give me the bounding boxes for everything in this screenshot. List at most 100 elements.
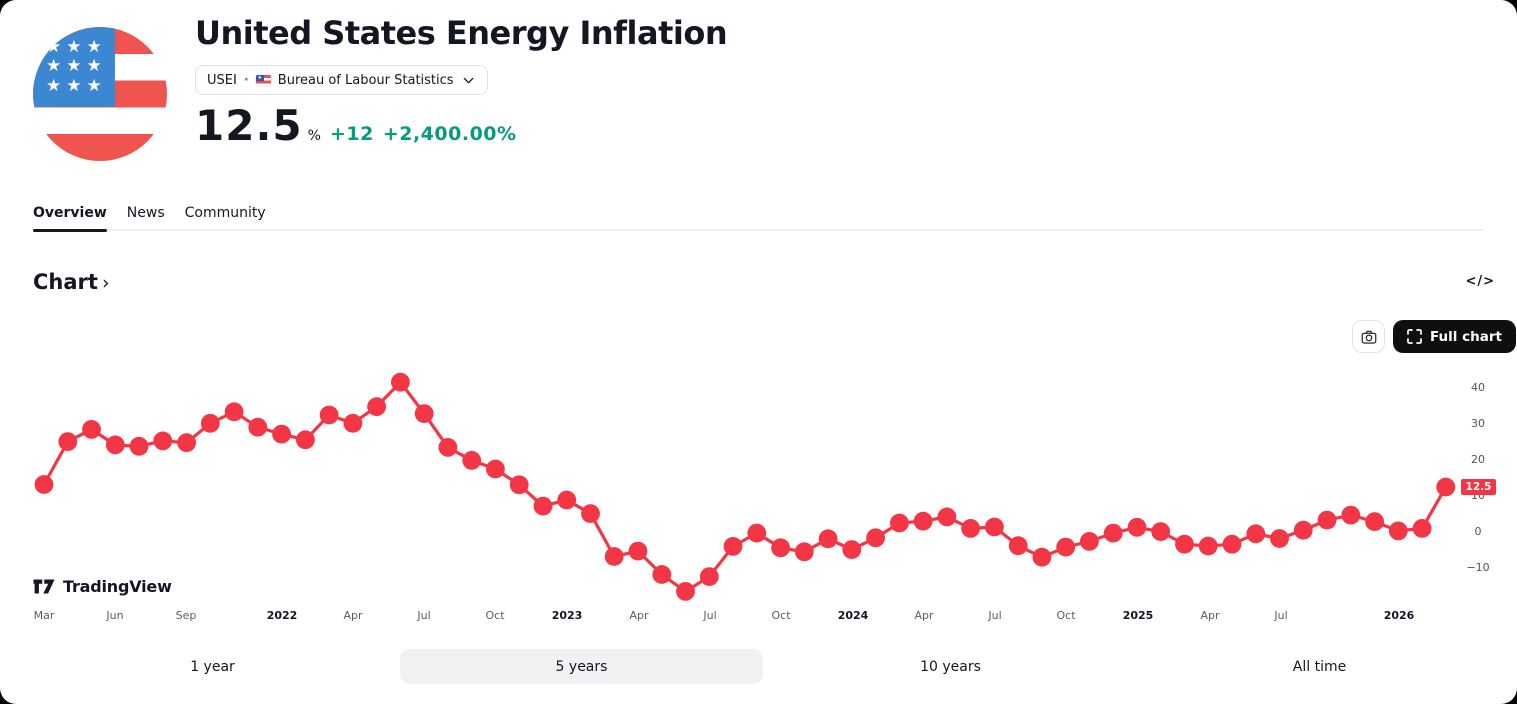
- last-value-badge: 12.5: [1461, 479, 1496, 495]
- range-1-year[interactable]: 1 year: [190, 658, 235, 675]
- data-point: [391, 372, 410, 392]
- data-point: [367, 397, 386, 417]
- data-point: [438, 438, 458, 457]
- range-5-years[interactable]: 5 years: [400, 649, 763, 684]
- symbol-label: USEI: [207, 72, 237, 88]
- data-point: [866, 528, 885, 548]
- data-point: [985, 517, 1004, 537]
- change-percent: +2,400.00%: [382, 123, 517, 145]
- current-value-row: 12.5 % +12 +2,400.00%: [195, 101, 517, 150]
- tab-community[interactable]: Community: [184, 205, 266, 221]
- chevron-down-icon: [463, 77, 473, 83]
- fullscreen-icon: [1407, 329, 1422, 344]
- data-point: [557, 490, 577, 510]
- y-axis-label: −10: [1466, 561, 1490, 574]
- snapshot-button[interactable]: [1352, 320, 1385, 353]
- data-point: [676, 582, 695, 601]
- x-axis-label: 2023: [551, 609, 583, 622]
- tradingview-logo-icon: [33, 579, 55, 594]
- tab-news[interactable]: News: [126, 205, 165, 221]
- y-axis-label: 20: [1471, 453, 1485, 466]
- data-point: [272, 424, 291, 444]
- x-axis-label: Jul: [1274, 609, 1288, 622]
- data-point: [604, 547, 624, 566]
- chart-section-link[interactable]: Chart ›: [33, 270, 110, 294]
- x-axis-label: 2026: [1383, 609, 1415, 622]
- data-point: [1317, 510, 1337, 530]
- data-point: [1436, 477, 1456, 497]
- range-selector: 1 year 5 years 10 years All time: [31, 649, 1501, 684]
- x-axis-label: Apr: [343, 609, 363, 622]
- us-flag-avatar: ★★★ ★★★ ★★★: [33, 27, 167, 161]
- data-point: [913, 511, 933, 531]
- data-point: [1412, 519, 1432, 538]
- data-point: [937, 507, 957, 527]
- data-point: [343, 413, 363, 433]
- data-point: [1365, 512, 1384, 531]
- data-point: [1198, 536, 1218, 556]
- data-point: [842, 540, 862, 559]
- data-point: [723, 537, 743, 556]
- data-point: [1151, 522, 1171, 541]
- x-axis-label: Sep: [175, 609, 197, 622]
- data-point: [1341, 505, 1361, 525]
- full-chart-button[interactable]: Full chart: [1393, 320, 1516, 353]
- full-chart-label: Full chart: [1430, 328, 1502, 345]
- tab-bar: Overview News Community: [33, 205, 266, 232]
- value-unit: %: [307, 128, 321, 144]
- current-value: 12.5: [195, 101, 303, 150]
- data-point: [177, 433, 197, 453]
- x-axis-label: Oct: [771, 609, 791, 622]
- data-point: [105, 435, 125, 455]
- data-point: [129, 436, 149, 456]
- data-point: [794, 542, 814, 562]
- x-axis-label: 2022: [266, 609, 298, 622]
- data-point: [34, 475, 54, 494]
- data-point: [1032, 547, 1052, 567]
- data-point: [747, 523, 767, 543]
- data-point: [1127, 517, 1147, 537]
- x-axis-label: 2025: [1122, 609, 1154, 622]
- flag-stars: ★★★: [46, 56, 107, 77]
- camera-icon: [1361, 330, 1376, 344]
- tab-overview[interactable]: Overview: [33, 205, 107, 232]
- x-axis-label: 2024: [837, 609, 869, 622]
- x-axis-label: Apr: [629, 609, 649, 622]
- section-title: Chart: [33, 270, 98, 294]
- data-point: [1388, 521, 1408, 541]
- data-point: [58, 432, 78, 451]
- tradingview-attribution[interactable]: TradingView: [33, 577, 172, 596]
- y-axis-label: 0: [1474, 525, 1482, 538]
- data-point: [699, 567, 719, 586]
- us-flag-icon: ★: [255, 74, 271, 86]
- data-point: [1246, 524, 1266, 544]
- x-axis-label: Jun: [106, 609, 124, 622]
- data-point: [1175, 534, 1194, 554]
- x-axis-label: Mar: [33, 609, 55, 622]
- x-axis-label: Jul: [703, 609, 717, 622]
- data-point: [509, 475, 529, 495]
- data-point: [1103, 523, 1123, 543]
- x-axis-label: Oct: [485, 609, 505, 622]
- data-point: [486, 459, 505, 479]
- data-point: [771, 538, 790, 558]
- data-point: [961, 519, 980, 538]
- range-all-time[interactable]: All time: [1292, 658, 1347, 675]
- data-point: [533, 496, 553, 516]
- range-10-years[interactable]: 10 years: [920, 658, 981, 675]
- data-point: [153, 431, 173, 451]
- symbol-source-dropdown[interactable]: USEI · ★ Bureau of Labour Statistics: [195, 65, 488, 95]
- data-point: [296, 430, 315, 450]
- chart-line: [42, 379, 1448, 594]
- embed-code-icon[interactable]: </>: [1465, 274, 1495, 289]
- data-point: [890, 513, 909, 533]
- data-point: [248, 417, 268, 437]
- data-point: [652, 565, 672, 584]
- data-point: [414, 404, 434, 423]
- tabs-divider: [33, 229, 1484, 231]
- data-point: [1222, 534, 1242, 554]
- x-axis-label: Oct: [1056, 609, 1076, 622]
- y-axis-label: 40: [1471, 381, 1485, 394]
- tradingview-label: TradingView: [63, 577, 172, 596]
